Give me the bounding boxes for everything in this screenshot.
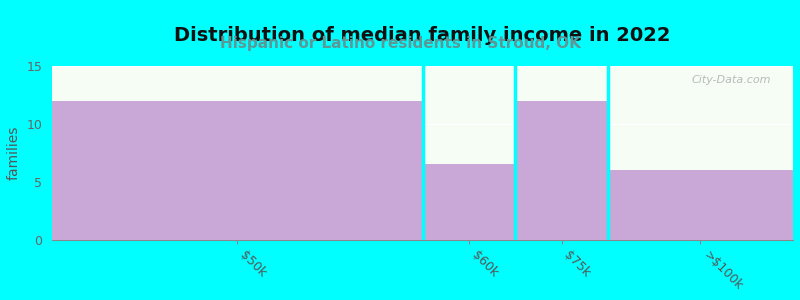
Bar bbox=[515, 101, 608, 240]
Bar bbox=[422, 164, 515, 240]
Y-axis label: families: families bbox=[7, 126, 21, 180]
Title: Distribution of median family income in 2022: Distribution of median family income in … bbox=[174, 26, 671, 45]
Text: City-Data.com: City-Data.com bbox=[691, 75, 771, 85]
Bar bbox=[52, 101, 422, 240]
Bar bbox=[608, 170, 793, 240]
Text: Hispanic or Latino residents in Stroud, OK: Hispanic or Latino residents in Stroud, … bbox=[219, 36, 581, 51]
